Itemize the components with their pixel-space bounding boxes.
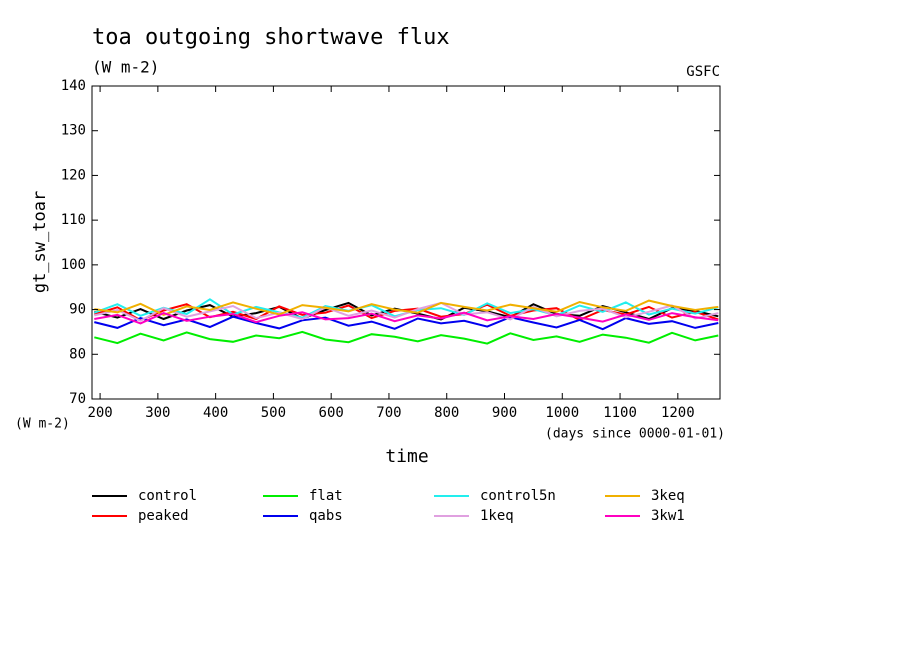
- series-line: [94, 330, 719, 345]
- series-line: [94, 299, 719, 316]
- legend-label: control5n: [480, 488, 556, 504]
- y-tick-label: 80: [69, 346, 86, 362]
- x-tick-label: 800: [434, 405, 459, 421]
- y-tick-label: 120: [61, 167, 86, 183]
- y-tick-label: 140: [61, 78, 86, 94]
- x-tick-label: 500: [261, 405, 286, 421]
- plot-frame: [91, 85, 721, 400]
- legend-label: peaked: [138, 508, 189, 524]
- x-unit-label: (days since 0000-01-01): [545, 427, 725, 442]
- series-line: [94, 315, 719, 331]
- chart-subtitle: (W m-2): [92, 58, 159, 77]
- legend-label: qabs: [309, 508, 343, 524]
- y-tick-label: 130: [61, 123, 86, 139]
- x-tick-label: 1100: [603, 405, 637, 421]
- chart-title: toa outgoing shortwave flux: [92, 25, 450, 50]
- y-tick-label: 110: [61, 212, 86, 228]
- legend-label: flat: [309, 488, 343, 504]
- legend-label: 3kw1: [651, 508, 685, 524]
- y-axis-title: gt_sw_toar: [30, 191, 50, 293]
- legend-label: control: [138, 488, 197, 504]
- series-line: [94, 311, 719, 325]
- x-axis-title: time: [385, 446, 428, 467]
- x-tick-label: 200: [87, 405, 112, 421]
- series-line: [94, 301, 719, 322]
- x-tick-label: 300: [145, 405, 170, 421]
- x-tick-label: 400: [203, 405, 228, 421]
- y-tick-label: 70: [69, 391, 86, 407]
- x-tick-label: 1200: [661, 405, 695, 421]
- x-tick-label: 600: [319, 405, 344, 421]
- legend-label: 1keq: [480, 508, 514, 524]
- legend-label: 3keq: [651, 488, 685, 504]
- x-tick-label: 700: [376, 405, 401, 421]
- y-tick-label: 100: [61, 257, 86, 273]
- x-tick-label: 1000: [545, 405, 579, 421]
- source-label: GSFC: [686, 64, 720, 80]
- x-tick-label: 900: [492, 405, 517, 421]
- y-tick-label: 90: [69, 302, 86, 318]
- y-unit-label: (W m-2): [15, 417, 70, 432]
